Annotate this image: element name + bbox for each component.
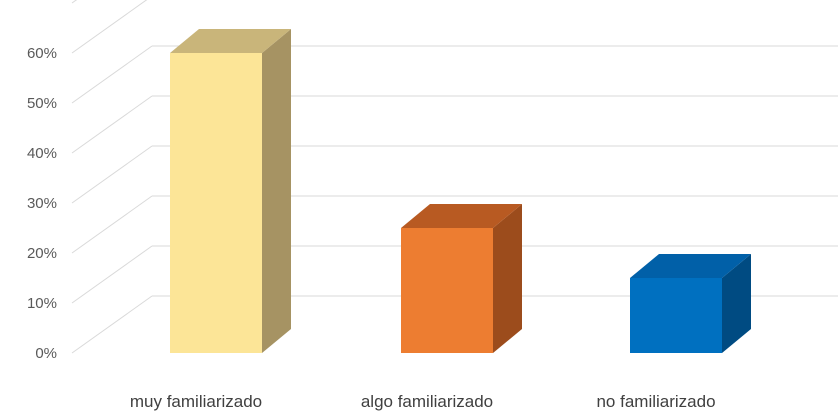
bar-top	[630, 254, 751, 278]
bar-front	[401, 228, 493, 353]
x-category-label: muy familiarizado	[130, 392, 262, 411]
x-category-label: algo familiarizado	[361, 392, 493, 411]
y-tick-label: 10%	[27, 295, 57, 312]
y-axis: 0% 10% 20% 30% 40% 50% 60%	[27, 45, 57, 362]
gridline-depth	[71, 195, 153, 254]
bar-front	[170, 53, 262, 353]
y-tick-label: 50%	[27, 95, 57, 112]
bar	[170, 29, 291, 353]
gridline-depth	[71, 45, 153, 104]
gridline-depth	[71, 95, 153, 154]
bar-side	[262, 29, 291, 353]
gridline-depth	[71, 0, 148, 54]
gridline-depth	[71, 295, 153, 354]
y-tick-label: 60%	[27, 45, 57, 62]
y-tick-label: 20%	[27, 245, 57, 262]
bar-side	[722, 254, 751, 353]
y-tick-label: 40%	[27, 145, 57, 162]
bar-front	[630, 278, 722, 353]
gridline-depth	[71, 245, 153, 304]
bar	[630, 254, 751, 353]
bar-side	[493, 204, 522, 353]
y-tick-label: 30%	[27, 195, 57, 212]
x-category-label: no familiarizado	[596, 392, 715, 411]
gridline-depth	[71, 0, 78, 4]
bar	[401, 204, 522, 353]
bar-top	[401, 204, 522, 228]
bar-top	[170, 29, 291, 53]
gridline-depth	[71, 145, 153, 204]
y-tick-label: 0%	[35, 345, 57, 362]
